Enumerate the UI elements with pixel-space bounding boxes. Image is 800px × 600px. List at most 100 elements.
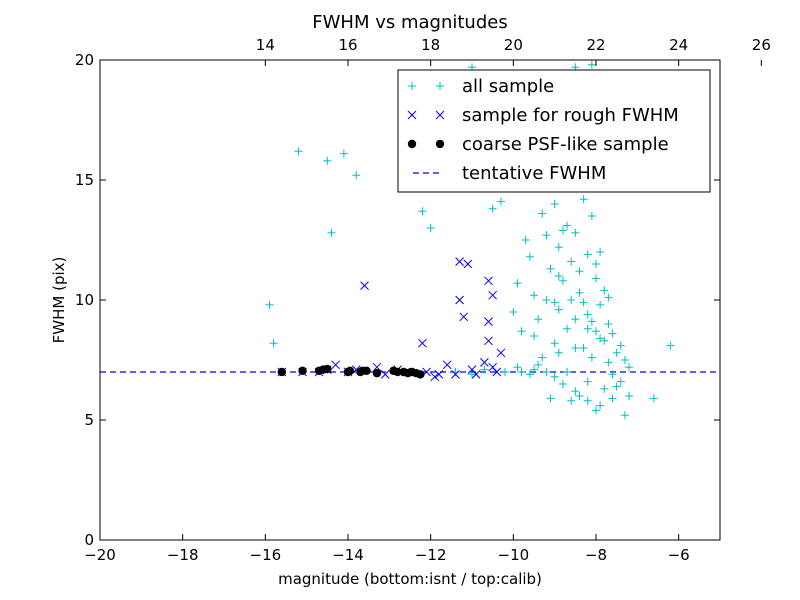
point-x-6 xyxy=(372,362,382,372)
point-plus-88 xyxy=(608,370,617,379)
legend: all sample sample for rough FWHM coarse PS… xyxy=(397,69,711,193)
point-plus-45 xyxy=(546,264,555,273)
legend-entry: all sample xyxy=(408,76,554,97)
x-tick-label: −8 xyxy=(585,546,607,564)
point-x-17 xyxy=(463,259,473,269)
point-plus-61 xyxy=(579,344,588,352)
point-plus-73 xyxy=(604,358,613,367)
point-plus-3 xyxy=(323,156,332,165)
legend-marker-circle-a xyxy=(407,139,417,149)
point-x-23 xyxy=(484,336,493,346)
point-plus-39 xyxy=(521,236,530,244)
point-plus-65 xyxy=(587,353,596,362)
point-plus-99 xyxy=(554,272,563,280)
point-plus-59 xyxy=(575,288,584,297)
point-plus-94 xyxy=(575,267,584,276)
point-plus-71 xyxy=(600,286,609,295)
point-plus-25 xyxy=(583,396,592,405)
point-x-12-b xyxy=(442,360,452,370)
point-plus-83 xyxy=(554,348,563,357)
x-tick-label: −10 xyxy=(498,546,530,564)
point-plus-16 xyxy=(513,363,522,372)
top-tick-label: 20 xyxy=(504,36,523,54)
point-x-22 xyxy=(484,317,493,326)
legend-entry: coarse PSF-like sample xyxy=(407,134,669,155)
point-plus-6 xyxy=(352,171,361,180)
point-plus-37 xyxy=(509,308,518,316)
point-plus-38 xyxy=(513,279,522,288)
point-x-24 xyxy=(488,290,498,300)
point-x-11 xyxy=(434,370,444,379)
point-plus-102 xyxy=(571,344,580,352)
point-x-22-b xyxy=(484,317,493,326)
point-x-3 xyxy=(331,360,340,370)
point-plus-44 xyxy=(542,296,551,304)
point-plus-97 xyxy=(567,296,576,304)
point-plus-20 xyxy=(534,360,543,369)
point-circle-17 xyxy=(416,370,425,379)
axis-ticks: −20 −18 −16 −14 −12 −10 −8 −6 0 5 10 15 20 14 16 18 20 22… xyxy=(75,36,771,564)
series-circle xyxy=(277,364,425,379)
point-plus-91 xyxy=(530,291,538,300)
point-plus-41 xyxy=(530,332,538,340)
legend-marker-x-a-b xyxy=(407,110,417,120)
point-plus-93 xyxy=(558,226,567,235)
point-x-10 xyxy=(430,372,440,382)
point-plus-64 xyxy=(587,212,596,220)
point-x-18-b xyxy=(467,365,477,374)
top-tick-label: 22 xyxy=(586,36,605,54)
point-x-6-b xyxy=(372,362,382,372)
y-tick-label: 5 xyxy=(84,411,94,429)
point-plus-49 xyxy=(554,305,563,314)
point-plus-7 xyxy=(418,207,427,216)
top-tick-label: 26 xyxy=(752,36,771,54)
point-x-15-b xyxy=(455,295,464,305)
point-x-27 xyxy=(496,348,506,358)
x-tick-label: −6 xyxy=(668,546,690,564)
point-plus-40 xyxy=(525,252,534,261)
point-plus-1 xyxy=(269,339,278,348)
point-plus-84 xyxy=(538,353,547,362)
legend-entry: sample for rough FWHM xyxy=(407,105,679,126)
point-plus-34 xyxy=(546,394,555,403)
point-x-11-b xyxy=(434,370,444,379)
legend-marker-x-a xyxy=(407,110,417,120)
point-plus-33 xyxy=(575,392,584,400)
point-circle-1 xyxy=(298,366,307,375)
point-plus-21 xyxy=(542,368,551,376)
point-plus-42 xyxy=(534,315,543,324)
point-plus-8 xyxy=(426,224,435,232)
legend-marker-plus-b xyxy=(436,82,444,90)
point-plus-28 xyxy=(620,411,629,420)
point-plus-11 xyxy=(468,370,476,379)
legend-label: tentative FWHM xyxy=(462,163,606,184)
plot-area xyxy=(100,60,720,420)
point-circle-4 xyxy=(323,364,332,374)
point-x-5-b xyxy=(360,281,369,290)
x-axis-label: magnitude (bottom:isnt / top:calib) xyxy=(278,570,542,588)
point-plus-67 xyxy=(592,327,600,336)
point-x-13 xyxy=(451,370,460,379)
point-x-21 xyxy=(484,276,493,286)
legend-marker-x-b-b xyxy=(435,110,445,120)
point-x-24-b xyxy=(488,290,498,300)
legend-label: sample for rough FWHM xyxy=(462,105,679,126)
point-plus-29 xyxy=(625,392,634,400)
point-circle-6 xyxy=(345,366,355,375)
point-plus-13 xyxy=(488,204,497,213)
y-tick-label: 15 xyxy=(75,171,94,189)
point-x-19-b xyxy=(471,370,481,379)
point-plus-55 xyxy=(567,257,576,266)
x-tick-label: −18 xyxy=(167,546,199,564)
point-plus-69 xyxy=(596,300,605,309)
point-plus-27 xyxy=(608,394,617,403)
point-plus-90 xyxy=(517,327,526,336)
point-x-17-b xyxy=(463,259,473,269)
x-tick-label: −20 xyxy=(84,546,116,564)
point-plus-30 xyxy=(649,394,658,403)
point-plus-52 xyxy=(563,221,572,230)
point-x-21-b xyxy=(484,276,493,286)
point-x-26 xyxy=(492,367,502,377)
point-plus-15 xyxy=(501,368,510,376)
